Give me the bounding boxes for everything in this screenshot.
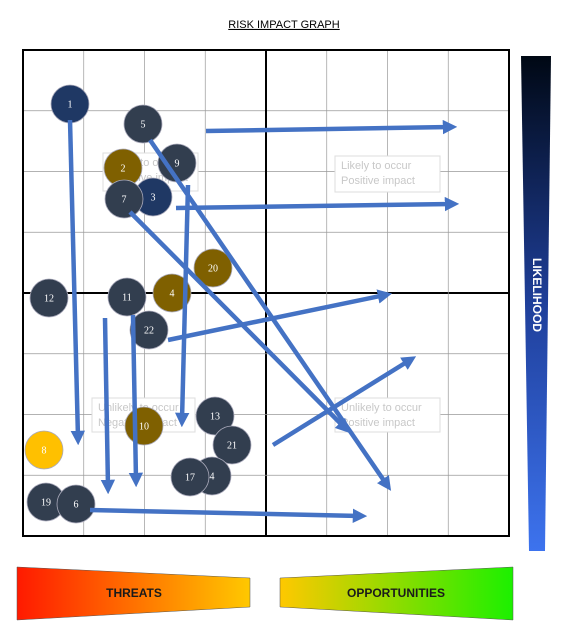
quadrant-box [334, 155, 441, 193]
grid-border [22, 49, 510, 537]
arrow [89, 507, 368, 524]
arrow [128, 314, 144, 488]
risk-node [104, 179, 144, 219]
threats-label: THREATS [106, 586, 162, 600]
arrow [205, 119, 458, 135]
risk-node-label: 10 [139, 421, 149, 432]
risk-node-label: 22 [144, 325, 154, 336]
risk-node-label: 2 [121, 163, 126, 174]
risk-node-label: 4 [170, 288, 175, 299]
quadrant-line: Likely to occur [341, 160, 412, 172]
quadrant-box [334, 397, 441, 433]
risk-node-label: 20 [208, 263, 218, 274]
quadrant-line: Positive impact [341, 417, 415, 429]
quadrant-line: Unlikely to occur [341, 402, 422, 414]
risk-node-label: 17 [185, 472, 195, 483]
risk-node-label: 19 [41, 497, 51, 508]
risk-node [195, 396, 235, 436]
threats-bar [16, 566, 251, 621]
risk-node-label: 11 [122, 292, 132, 303]
risk-node [129, 310, 169, 350]
risk-node-label: 12 [44, 293, 54, 304]
risk-node [170, 457, 210, 497]
arrow [175, 196, 460, 212]
risk-node [56, 484, 96, 524]
risk-node-label: 6 [74, 499, 79, 510]
arrow [128, 210, 351, 434]
arrow [67, 119, 86, 446]
risk-node [193, 248, 233, 288]
risk-node-label: 1 [68, 99, 73, 110]
risk-node-label: 5 [141, 119, 146, 130]
risk-node [29, 278, 69, 318]
risk-node [212, 425, 252, 465]
likelihood-label: LIKELIHOOD [530, 258, 544, 332]
risk-node-label: 3 [151, 192, 156, 203]
risk-node [152, 273, 192, 313]
grid [22, 49, 510, 537]
risk-node [24, 430, 64, 470]
risk-node-label: 7 [122, 194, 127, 205]
arrow [100, 317, 116, 495]
arrows [67, 119, 460, 524]
opportunities-bar [279, 566, 514, 621]
risk-node-label: 4 [210, 471, 215, 482]
nodes: 1 5 2 9 3 7 20 12 11 4 22 10 13 21 4 17 8 19 6 [24, 84, 252, 524]
risk-node [107, 277, 147, 317]
likelihood-bar [521, 56, 551, 551]
arrow [271, 356, 417, 447]
risk-node-label: 9 [175, 158, 180, 169]
arrow [174, 184, 191, 428]
risk-node [123, 104, 163, 144]
arrow [167, 289, 393, 343]
risk-node-label: 21 [227, 440, 237, 451]
title: RISK IMPACT GRAPH [228, 19, 340, 31]
risk-node-label: 8 [42, 445, 47, 456]
risk-node-label: 13 [210, 411, 220, 422]
opportunities-label: OPPORTUNITIES [347, 586, 445, 600]
quadrant-line: Positive impact [341, 175, 415, 187]
